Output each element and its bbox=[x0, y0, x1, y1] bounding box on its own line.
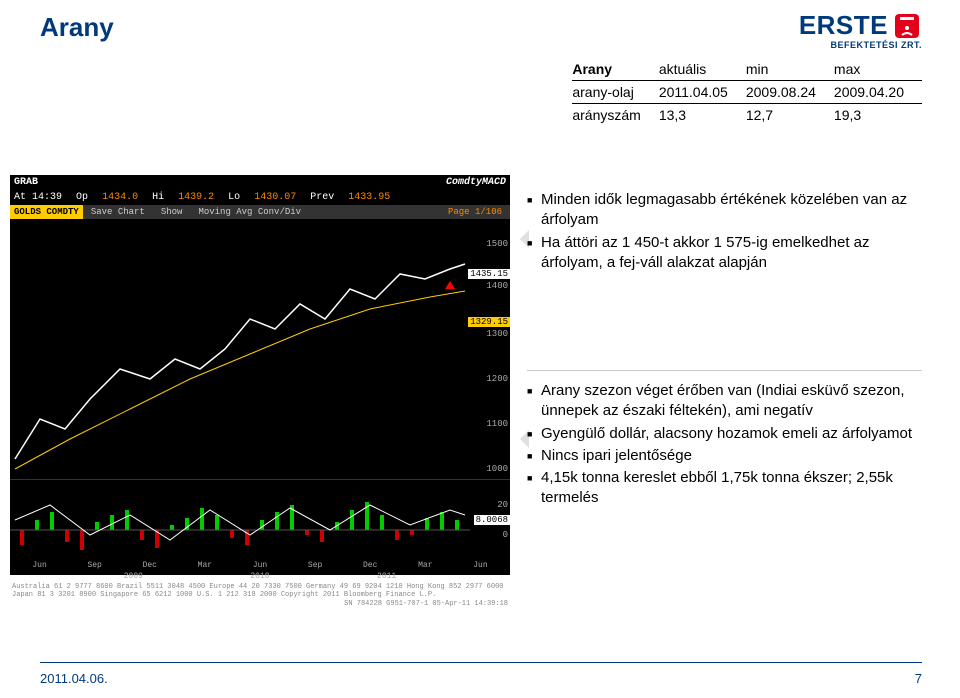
bullets-bottom: Arany szezon véget érőben van (Indiai es… bbox=[527, 370, 922, 511]
chart-footer: Australia 61 2 9777 8600 Brazil 5511 304… bbox=[10, 581, 510, 610]
chart-menu: GOLDS COMDTY Save ChartShowMoving Avg Co… bbox=[10, 205, 510, 219]
price-chart: GRAB ComdtyMACD At 14:39 Op 1434.0 Hi 14… bbox=[10, 175, 510, 575]
table-cell: 12,7 bbox=[746, 104, 834, 127]
table-header: aktuális bbox=[659, 58, 746, 81]
macd-area: 200 8.0068 bbox=[10, 479, 510, 559]
bullet-item: 4,15k tonna kereslet ebből 1,75k tonna é… bbox=[527, 468, 922, 509]
table-cell: 13,3 bbox=[659, 104, 746, 127]
logo-subtext: BEFEKTETÉSI ZRT. bbox=[830, 40, 922, 50]
bullet-item: Nincs ipari jelentősége bbox=[527, 446, 922, 466]
bullet-item: Ha áttöri az 1 450-t akkor 1 575-ig emel… bbox=[527, 233, 922, 274]
table-cell: 2011.04.05 bbox=[659, 81, 746, 104]
table-header: max bbox=[834, 58, 922, 81]
table-cell: 19,3 bbox=[834, 104, 922, 127]
footer-date: 2011.04.06. bbox=[40, 671, 108, 686]
table-cell: 2009.04.20 bbox=[834, 81, 922, 104]
bullet-item: Arany szezon véget érőben van (Indiai es… bbox=[527, 381, 922, 422]
table-header: Arany bbox=[572, 58, 658, 81]
chart-area: 150014001300120011001000 1435.151329.15 bbox=[10, 219, 510, 479]
x-years: 200920102011 bbox=[10, 572, 510, 581]
x-axis: JunSepDecMarJunSepDecMarJun bbox=[10, 559, 510, 572]
logo-text: ERSTE bbox=[799, 10, 888, 41]
table-header: min bbox=[746, 58, 834, 81]
footer-page: 7 bbox=[915, 671, 922, 686]
logo: ERSTE bbox=[799, 10, 922, 41]
table-cell: arányszám bbox=[572, 104, 658, 127]
table-cell: 2009.08.24 bbox=[746, 81, 834, 104]
chart-header: GRAB ComdtyMACD bbox=[10, 175, 510, 190]
bullet-item: Gyengülő dollár, alacsony hozamok emeli … bbox=[527, 424, 922, 444]
slide-title: Arany bbox=[40, 12, 114, 43]
bullets-top: Minden idők legmagasabb értékének közelé… bbox=[527, 190, 922, 275]
bullet-item: Minden idők legmagasabb értékének közelé… bbox=[527, 190, 922, 231]
logo-icon bbox=[892, 11, 922, 41]
data-table: Aranyaktuálisminmax arany-olaj2011.04.05… bbox=[572, 58, 922, 126]
table-cell: arany-olaj bbox=[572, 81, 658, 104]
footer-line bbox=[40, 662, 922, 663]
